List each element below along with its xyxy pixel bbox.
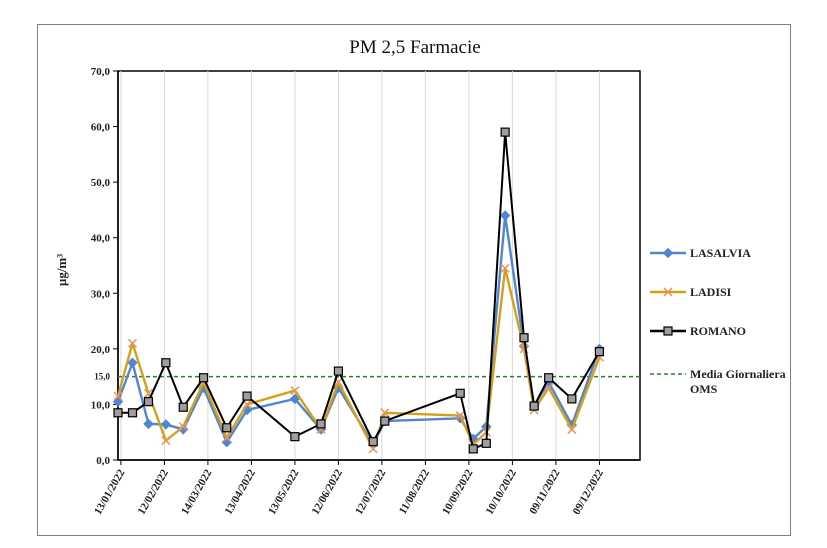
x-tick-label: 11/08/2022 <box>397 467 432 516</box>
marker-x <box>222 433 232 443</box>
marker-square <box>161 358 171 368</box>
legend-label: LADISI <box>690 285 732 299</box>
x-tick-label: 09/12/2022 <box>571 467 607 517</box>
marker-x <box>380 408 390 418</box>
legend-item-romano: ROMANO <box>650 324 746 338</box>
x-tick-label: 14/03/2022 <box>179 467 215 517</box>
marker-x <box>500 263 510 273</box>
y-axis-label: µg/m³ <box>54 254 69 286</box>
marker-x <box>161 436 171 446</box>
marker-x-stroke <box>290 386 300 396</box>
marker-square <box>316 419 326 429</box>
marker-square <box>198 373 209 383</box>
marker-diamond <box>127 357 138 368</box>
marker-diamond <box>499 210 511 221</box>
marker-diamond <box>289 393 301 405</box>
series-romano <box>113 127 605 454</box>
marker-square <box>594 347 605 357</box>
marker-square <box>290 432 300 442</box>
y-tick-label: 40,0 <box>91 233 111 245</box>
y-tick-label: 0,0 <box>96 455 110 467</box>
marker-square <box>380 416 390 426</box>
legend-label: LASALVIA <box>690 246 751 260</box>
marker-x <box>290 386 300 396</box>
marker-x-stroke <box>544 383 554 393</box>
marker-x-stroke <box>127 338 138 348</box>
marker-x-stroke <box>380 408 390 418</box>
x-tick-label: 12/06/2022 <box>310 467 346 517</box>
reference-tick-label: 15,0 <box>94 372 110 382</box>
marker-x-stroke <box>143 388 153 398</box>
x-tick-label: 12/02/2022 <box>136 467 172 517</box>
marker-x <box>127 338 138 348</box>
y-tick-label: 10,0 <box>91 399 111 411</box>
marker-square <box>178 402 188 412</box>
marker-x <box>113 391 123 401</box>
pm25-line-chart: PM 2,5 Farmacie 0,0 10,0 20,0 30,0 40,0 50,0 6… <box>54 37 786 517</box>
x-tick-label: 13/05/2022 <box>266 467 302 517</box>
marker-x-stroke <box>161 436 171 446</box>
marker-x <box>455 411 465 421</box>
marker-square <box>481 438 491 448</box>
x-tick-label: 10/09/2022 <box>440 467 476 517</box>
marker-square <box>455 388 465 398</box>
x-axis: 13/01/2022 12/02/2022 14/03/2022 13/04/2022… <box>92 459 640 517</box>
series-line <box>118 131 601 450</box>
legend-item-ladisi: LADISI <box>650 285 732 299</box>
marker-square <box>500 127 510 137</box>
chart-frame: PM 2,5 Farmacie 0,0 10,0 20,0 30,0 40,0 50,0 6… <box>37 24 791 536</box>
series-line <box>116 267 601 451</box>
marker-square <box>127 408 138 418</box>
y-tick-label: 50,0 <box>91 177 111 189</box>
y-tick-label: 20,0 <box>91 344 111 356</box>
chart-title: PM 2,5 Farmacie <box>349 37 480 58</box>
x-tick-label: 13/01/2022 <box>92 467 128 517</box>
marker-square <box>468 444 478 454</box>
legend-label: ROMANO <box>690 324 746 338</box>
marker-square <box>222 423 232 433</box>
marker-x-stroke <box>519 344 529 354</box>
marker-x-stroke <box>113 391 123 401</box>
marker-square <box>544 373 554 383</box>
y-tick-label: 60,0 <box>91 122 111 134</box>
marker-x-stroke <box>222 433 232 443</box>
marker-square <box>529 401 539 411</box>
marker-x <box>663 287 673 297</box>
marker-square <box>242 391 252 401</box>
marker-x-stroke <box>455 411 465 421</box>
marker-diamond <box>143 418 154 430</box>
marker-x-stroke <box>663 287 673 297</box>
marker-x-stroke <box>567 424 577 434</box>
y-tick-label: 30,0 <box>91 288 111 300</box>
legend-item-lasalvia: LASALVIA <box>650 246 751 260</box>
x-tick-label: 09/11/2022 <box>527 467 562 516</box>
y-tick-label: 70,0 <box>91 66 111 78</box>
marker-square <box>143 397 154 407</box>
marker-x-stroke <box>178 422 188 432</box>
marker-x-stroke <box>500 263 510 273</box>
marker-x <box>178 422 188 432</box>
marker-square <box>519 333 529 343</box>
x-tick-label: 13/04/2022 <box>223 467 259 517</box>
marker-x-stroke <box>333 377 343 387</box>
marker-square <box>567 394 577 404</box>
y-axis: 0,0 10,0 20,0 30,0 40,0 50,0 60,0 70,0 15,0 <box>91 66 119 467</box>
marker-square <box>113 408 123 418</box>
series-group <box>112 127 605 454</box>
marker-x <box>567 424 577 434</box>
series-ladisi <box>113 263 604 454</box>
x-tick-label: 10/10/2022 <box>484 467 520 517</box>
marker-x-stroke <box>242 399 252 409</box>
marker-diamond <box>662 247 674 259</box>
x-tick-label: 12/07/2022 <box>353 467 389 517</box>
marker-square <box>333 366 343 376</box>
marker-diamond <box>160 419 172 430</box>
marker-square <box>368 437 378 447</box>
legend-label-line2: OMS <box>690 382 718 396</box>
legend-label-line1: Media Giornaliera <box>690 367 786 381</box>
marker-square <box>663 326 673 336</box>
